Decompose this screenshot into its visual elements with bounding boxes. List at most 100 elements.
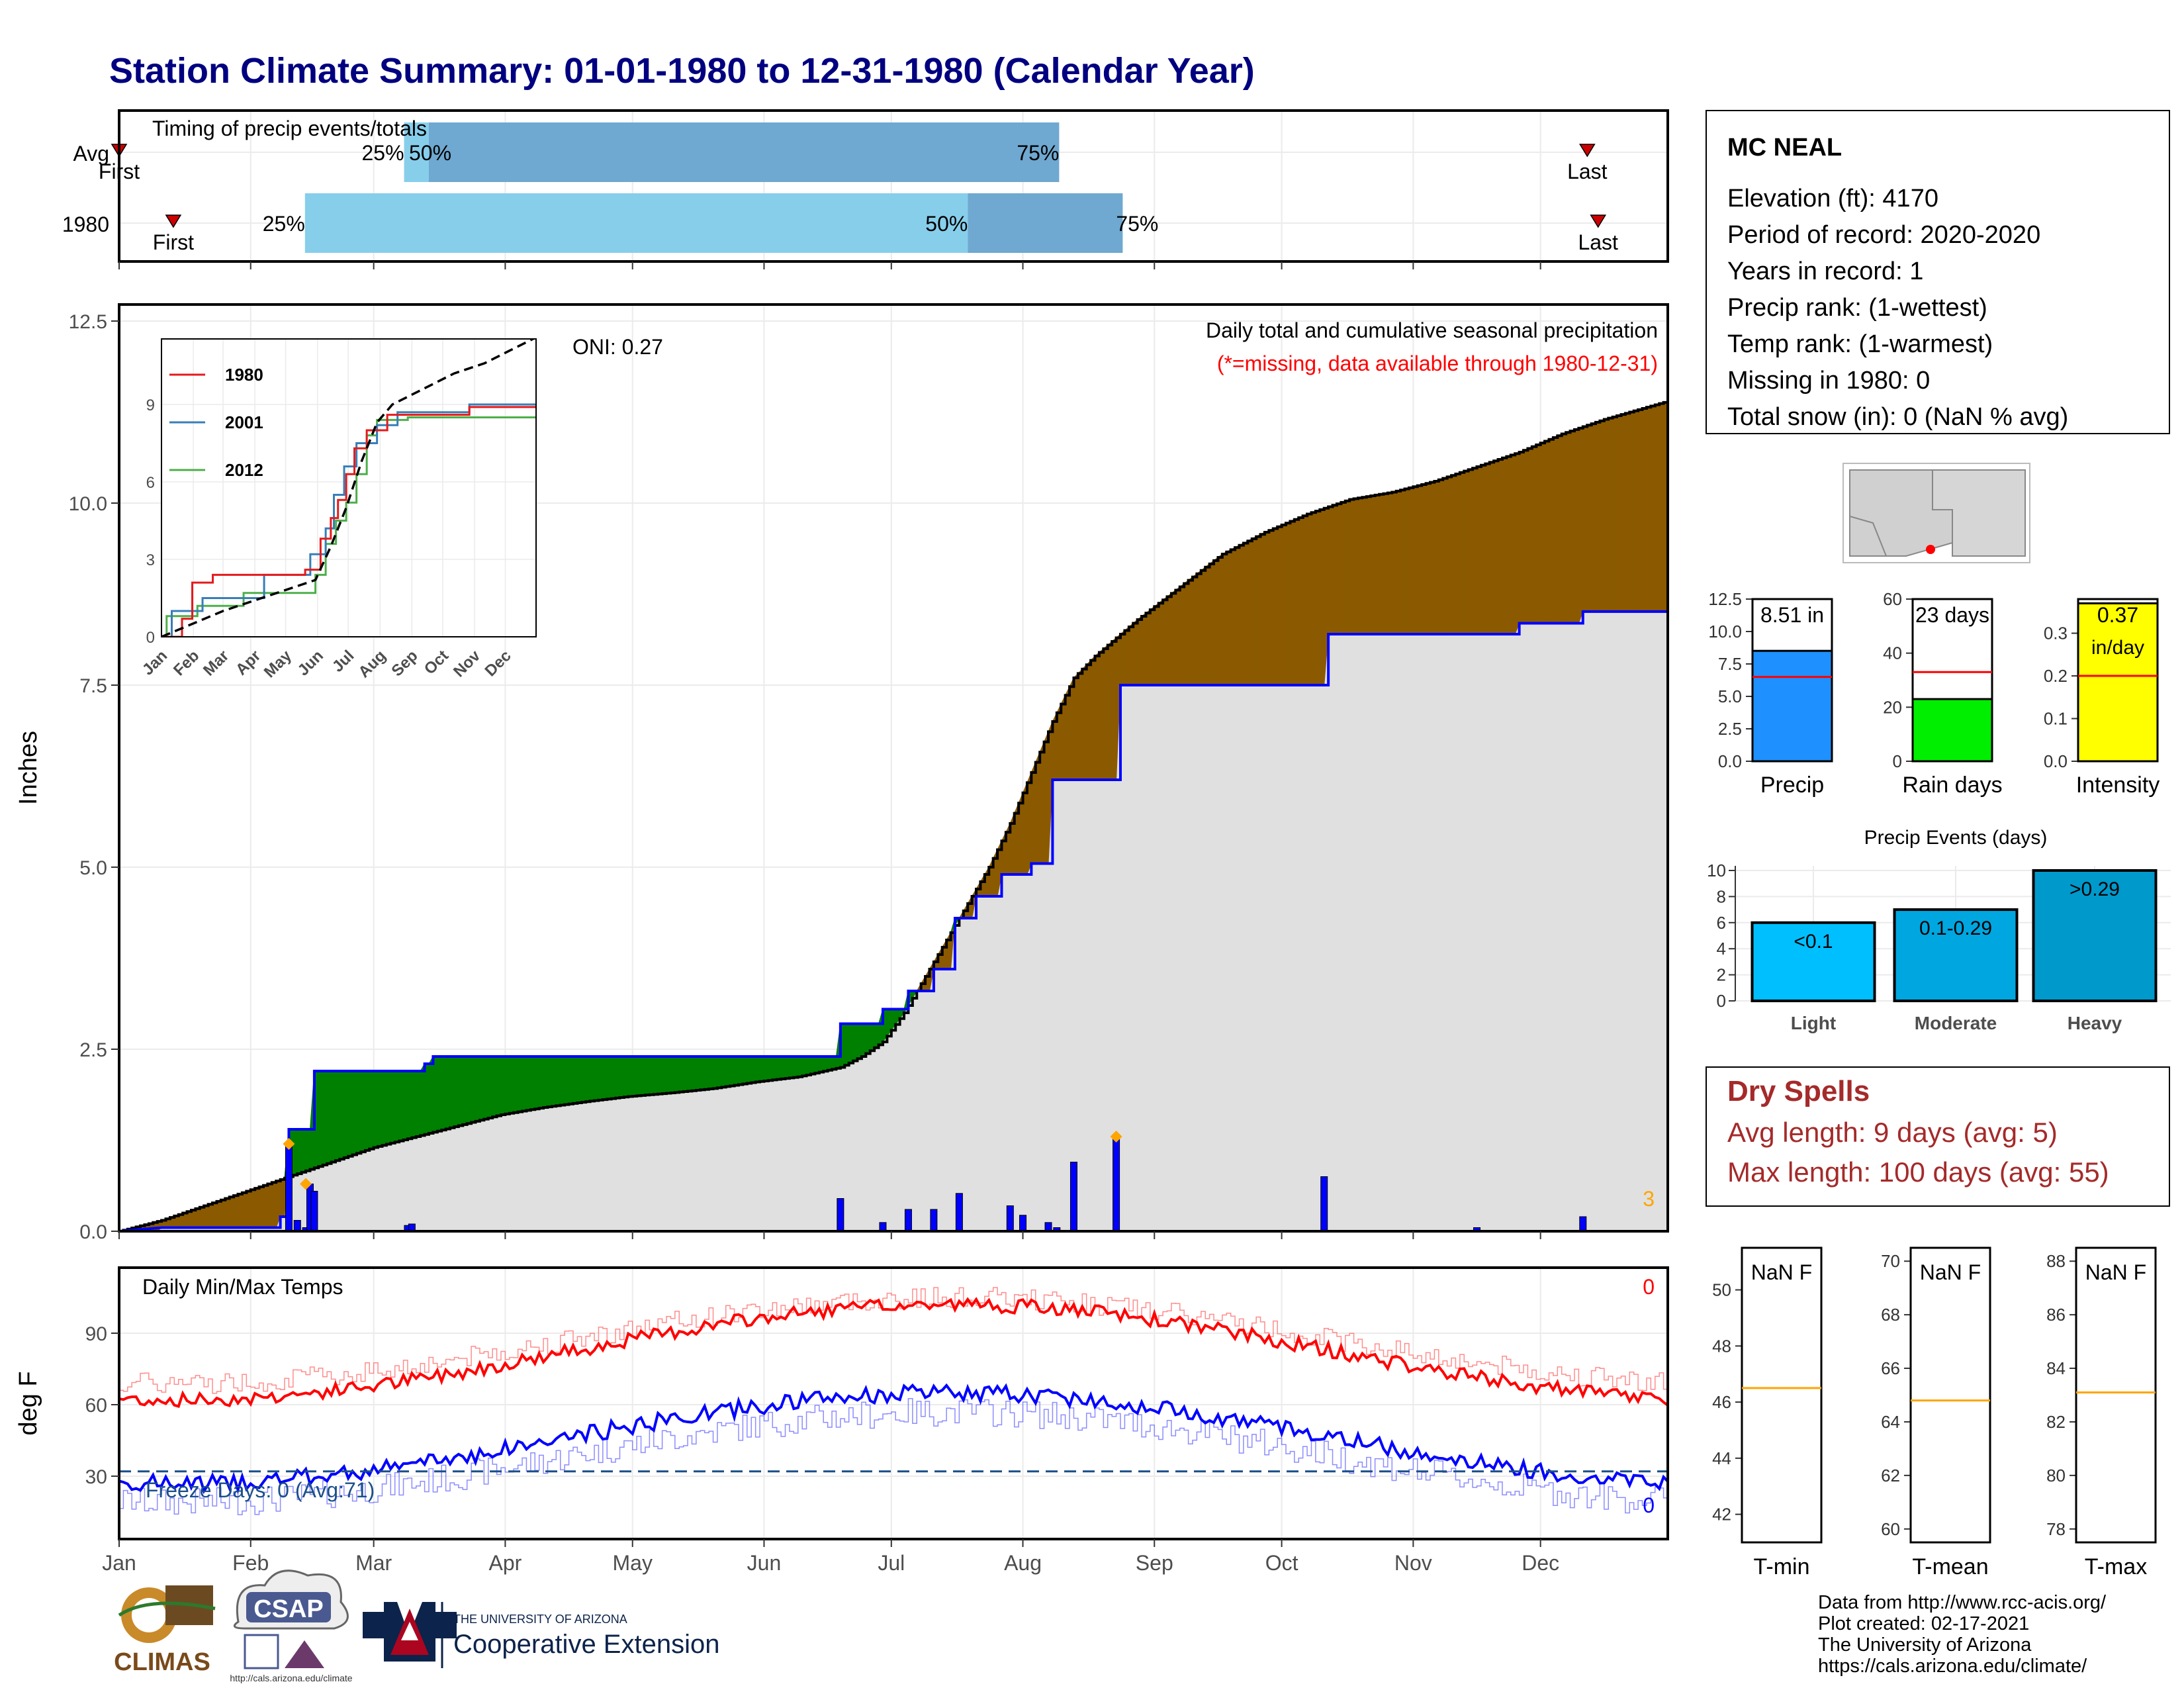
tmini-tick-label: 64 <box>1881 1412 1900 1432</box>
station-info-line: Temp rank: (1-warmest) <box>1727 330 1993 358</box>
deficit-segment <box>246 1189 251 1228</box>
month-label: Sep <box>1136 1551 1173 1575</box>
mini-tick-label: 0.1 <box>2044 709 2068 729</box>
surplus-segment <box>530 1056 535 1110</box>
inset-line-1980 <box>161 406 536 637</box>
cumulative-average-line <box>119 400 1668 1231</box>
deficit-segment <box>1243 540 1248 686</box>
deficit-segment <box>1209 559 1214 686</box>
precip-events-chart: Precip Events (days) 0 2 4 6 8 10 <0.1 Light 0.1… <box>1707 827 2171 1033</box>
daily-precip-bar <box>1579 1216 1587 1231</box>
surplus-segment <box>428 1055 433 1134</box>
station-info-line: Missing in 1980: 0 <box>1727 367 1930 395</box>
deficit-segment <box>1582 424 1588 612</box>
deficit-segment <box>1319 507 1325 686</box>
deficit-segment <box>1336 502 1342 635</box>
timing-label-50: 50% <box>409 141 451 165</box>
deficit-segment <box>1226 549 1232 686</box>
month-label: Nov <box>1394 1551 1432 1575</box>
events-bar-label: Moderate <box>1915 1013 1997 1033</box>
surplus-segment <box>590 1056 595 1102</box>
deficit-segment <box>1400 488 1406 635</box>
surplus-segment <box>708 1056 714 1090</box>
inset-month-label: Jul <box>329 647 358 676</box>
surplus-segment <box>729 1056 735 1087</box>
surplus-segment <box>318 1070 324 1167</box>
deficit-segment <box>271 1180 277 1228</box>
deficit-segment <box>1273 526 1278 686</box>
deficit-segment <box>1620 412 1626 612</box>
surplus-segment <box>551 1056 557 1107</box>
inset-month-label: Jun <box>295 647 327 679</box>
cumulative-common-area <box>119 611 1668 1231</box>
surplus-segment <box>479 1056 484 1121</box>
surplus-segment <box>525 1056 531 1111</box>
month-label: Mar <box>355 1551 392 1575</box>
inset-month-label: Aug <box>355 647 389 681</box>
deficit-segment <box>1637 408 1643 612</box>
surplus-segment <box>458 1056 463 1127</box>
surplus-segment <box>424 1063 430 1135</box>
daily-precip-bar <box>904 1209 912 1231</box>
daily-precip-bar <box>837 1198 844 1231</box>
deficit-segment <box>1192 573 1197 686</box>
daily-precip-bar <box>1320 1176 1328 1231</box>
inset-month-label: Feb <box>170 647 203 679</box>
deficit-segment <box>1463 469 1469 635</box>
y-tick-label: 12.5 <box>69 311 107 333</box>
surplus-segment <box>852 1023 858 1062</box>
inset-month-label: Oct <box>421 647 452 678</box>
y-tick-label: 10.0 <box>69 493 107 515</box>
tmini-tick-label: 68 <box>1881 1305 1900 1325</box>
temp-count-top: 0 <box>1643 1275 1655 1299</box>
deficit-segment <box>1234 544 1240 686</box>
surplus-segment <box>649 1056 655 1096</box>
deficit-segment <box>1527 445 1533 624</box>
deficit-segment <box>1404 487 1410 635</box>
surplus-segment <box>569 1056 574 1105</box>
mini-category-label: Rain days <box>1902 773 2002 798</box>
daily-precip-bar <box>1473 1227 1481 1231</box>
surplus-segment <box>674 1056 680 1093</box>
deficit-segment <box>1332 503 1338 635</box>
inset-line-2001 <box>161 403 536 637</box>
deficit-segment <box>1408 486 1414 635</box>
deficit-segment <box>1230 547 1236 686</box>
deficit-segment <box>1646 405 1651 612</box>
station-name: MC NEAL <box>1727 134 1842 162</box>
precip-diamond-marker <box>283 1138 295 1150</box>
surplus-segment <box>352 1070 357 1156</box>
deficit-segment <box>1251 536 1257 686</box>
surplus-segment <box>623 1056 629 1098</box>
surplus-segment <box>572 1056 578 1104</box>
surplus-segment <box>810 1056 815 1075</box>
surplus-segment <box>411 1070 417 1139</box>
tmin-line <box>119 1383 1668 1495</box>
inset-legend-label: 2012 <box>225 460 263 480</box>
deficit-segment <box>1430 481 1435 635</box>
surplus-segment <box>615 1056 620 1099</box>
tmini-tick-label: 84 <box>2046 1358 2066 1378</box>
deficit-segment <box>1158 599 1163 686</box>
mini-tick-label: 2.5 <box>1718 719 1742 739</box>
deficit-segment <box>1217 553 1223 686</box>
deficit-segment <box>1659 402 1664 612</box>
surplus-segment <box>611 1056 616 1100</box>
timing-marker-last <box>1578 144 1596 158</box>
timing-row-label-avg: Avg <box>73 142 109 165</box>
deficit-segment <box>1150 606 1155 686</box>
deficit-segment <box>1484 461 1490 635</box>
deficit-segment <box>220 1197 226 1228</box>
deficit-segment <box>1506 454 1512 635</box>
timing-bar-q1 <box>404 122 429 182</box>
tmini-tick-label: 82 <box>2046 1412 2066 1432</box>
precip-diamond-marker <box>1110 1131 1122 1143</box>
deficit-segment <box>1268 528 1274 686</box>
surplus-segment <box>641 1056 646 1096</box>
deficit-segment <box>1188 576 1193 686</box>
surplus-segment <box>420 1062 426 1136</box>
deficit-segment <box>1442 476 1448 635</box>
surplus-segment <box>636 1056 642 1096</box>
summary-bar-charts: 0.0 2.5 5.0 7.5 10.0 12.5 8.51 in Precip 0 20 40 60… <box>1708 589 2160 798</box>
